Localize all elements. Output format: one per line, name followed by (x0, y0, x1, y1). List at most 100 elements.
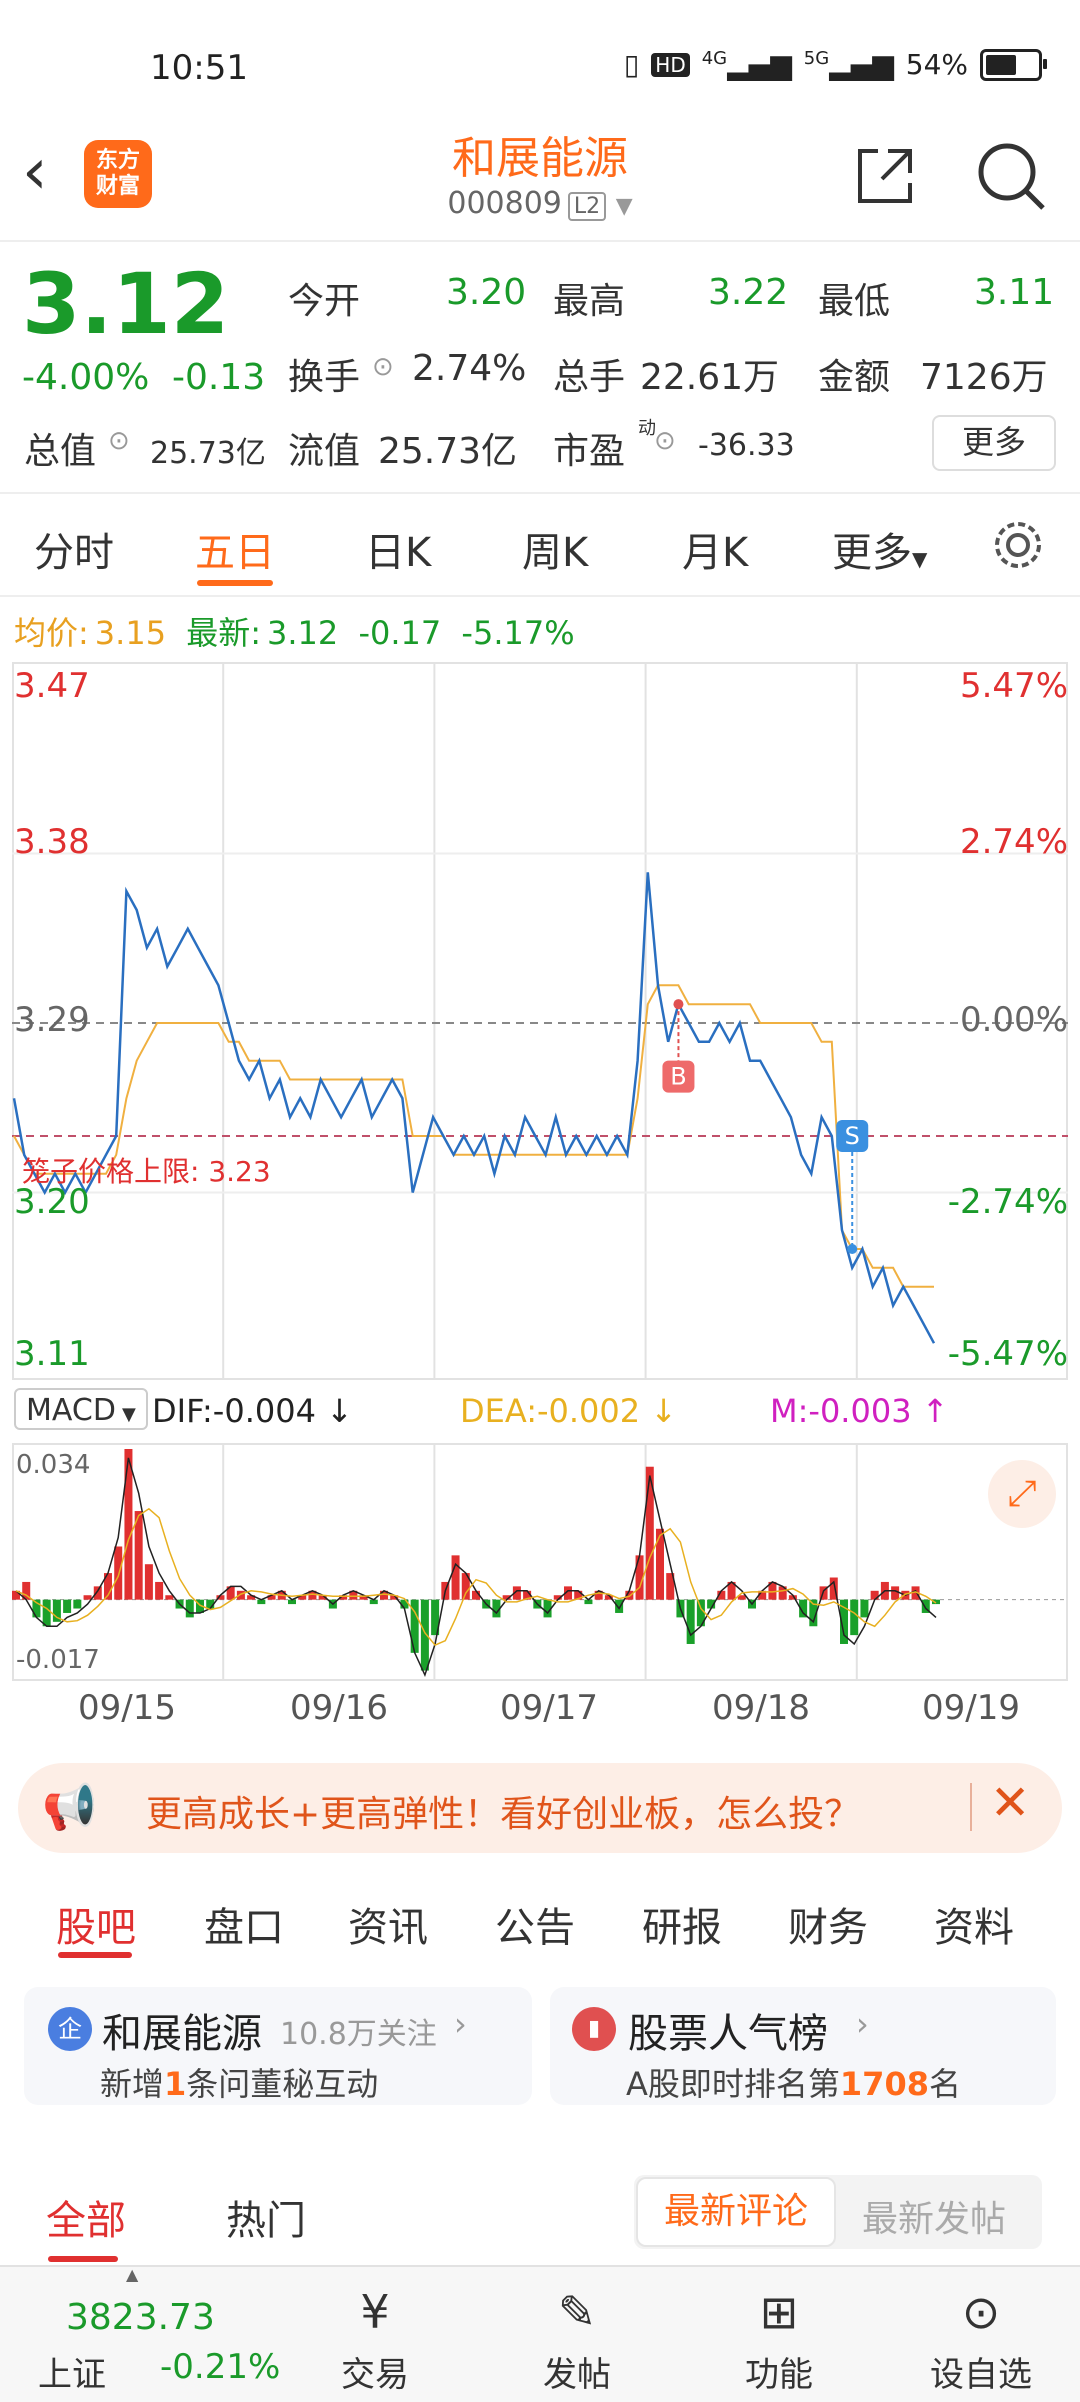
tab-more[interactable]: 更多▼ (832, 530, 928, 576)
macd-bar (615, 1599, 624, 1613)
macd-chart[interactable] (12, 1443, 1068, 1681)
nav-function[interactable]: 功能 (745, 2355, 813, 2395)
m-value: M:-0.003 ↑ (770, 1392, 949, 1430)
dea-value: DEA:-0.002 ↓ (460, 1392, 678, 1430)
status-time: 10:51 (150, 48, 248, 88)
signal-4g-icon: 4G▂▄▆ (701, 48, 792, 81)
tab-news[interactable]: 资讯 (348, 1905, 428, 1951)
y-right-tick: 5.47% (959, 666, 1068, 706)
open-value: 3.20 (446, 272, 527, 313)
y-left-tick: 3.47 (14, 666, 90, 706)
sell-marker (836, 1120, 869, 1152)
tab-profile[interactable]: 资料 (934, 1905, 1014, 1951)
pe-label: 市盈 (553, 431, 626, 472)
macd-bar (226, 1586, 235, 1600)
signal-5g-icon: 5G▂▄▆ (803, 48, 894, 81)
macd-bar (420, 1599, 429, 1671)
promo-banner[interactable]: 📢 更高成长+更高弹性！看好创业板，怎么投？ ✕ (18, 1763, 1062, 1853)
tab-monthly-k[interactable]: 月K (682, 530, 749, 576)
tab-guba[interactable]: 股吧 (56, 1905, 136, 1951)
level2-badge: L2 (567, 192, 607, 221)
macd-bar (431, 1599, 440, 1636)
dif-line (15, 1457, 937, 1678)
expand-icon[interactable]: ⤢ (988, 1460, 1056, 1528)
info-icon[interactable]: ⊙ (654, 426, 676, 456)
macd-bar (543, 1599, 552, 1618)
close-icon[interactable]: ✕ (990, 1775, 1031, 1831)
status-icons: ▯ HD 4G▂▄▆ 5G▂▄▆ 54% (623, 48, 1047, 81)
sort-latest-post[interactable]: 最新发帖 (862, 2199, 1007, 2240)
macd-bar (472, 1590, 480, 1600)
nav-watchlist[interactable]: 设自选 (930, 2355, 1032, 2395)
gear-icon[interactable] (990, 517, 1046, 573)
buy-marker-label: B (670, 1063, 686, 1091)
macd-bar (155, 1581, 164, 1600)
macd-bar (83, 1595, 92, 1600)
macd-bar (185, 1599, 194, 1618)
macd-bar (165, 1595, 174, 1600)
share-icon[interactable] (852, 143, 918, 209)
index-change: -0.21% (160, 2347, 281, 2387)
nav-post[interactable]: 发帖 (543, 2355, 611, 2395)
macd-bar (288, 1599, 296, 1605)
tab-intraday[interactable]: 分时 (34, 530, 114, 576)
tab-notice[interactable]: 公告 (495, 1905, 575, 1951)
x-label: 09/19 (922, 1688, 1020, 1728)
stock-code[interactable]: 000809 L2 ▼ (447, 186, 633, 221)
back-icon[interactable]: ‹ (22, 135, 48, 209)
feed-tab-hot[interactable]: 热门 (226, 2198, 306, 2244)
macd-bar (308, 1590, 317, 1600)
search-icon[interactable] (975, 140, 1047, 212)
macd-bar (247, 1595, 256, 1600)
vibrate-icon: ▯ (623, 48, 640, 81)
index-name: 上证 (38, 2355, 106, 2395)
company-desc: 新增1条问董秘互动 (100, 2065, 379, 2103)
followers-count: 10.8万关注 (280, 2017, 437, 2052)
popularity-card[interactable]: ▮ 股票人气榜 › A股即时排名第1708名 (550, 1987, 1056, 2105)
watchlist-icon[interactable]: ⊙ (961, 2285, 1001, 2339)
macd-bar (451, 1555, 460, 1600)
sort-latest-comment[interactable]: 最新评论 (636, 2177, 836, 2247)
feed-tab-all[interactable]: 全部 (46, 2198, 126, 2244)
indicator-select[interactable]: MACD ▼ (14, 1388, 148, 1430)
macd-bar (594, 1590, 603, 1600)
index-value[interactable]: 3823.73 (66, 2297, 215, 2338)
macd-bar (93, 1586, 102, 1600)
macd-bar (768, 1581, 777, 1600)
caret-up-icon: ▲ (126, 2265, 139, 2284)
macd-bar (737, 1595, 746, 1600)
tab-pankou[interactable]: 盘口 (204, 1905, 284, 1951)
info-icon[interactable]: ⊙ (108, 426, 130, 456)
x-label: 09/17 (500, 1688, 598, 1728)
megaphone-icon: 📢 (42, 1782, 97, 1833)
post-icon[interactable]: ✎ (557, 2285, 597, 2339)
more-button[interactable]: 更多 (932, 415, 1056, 471)
macd-bar (574, 1590, 583, 1600)
info-icon[interactable]: ⊙ (372, 352, 394, 382)
macd-bar (696, 1599, 705, 1627)
tab-weekly-k[interactable]: 周K (522, 530, 589, 576)
chart-frame (12, 662, 1068, 1380)
company-card[interactable]: 企 和展能源 10.8万关注 › 新增1条问董秘互动 (24, 1987, 532, 2105)
chevron-right-icon: › (856, 2005, 869, 2043)
macd-bar (461, 1573, 470, 1600)
price-chart[interactable]: BS (12, 662, 1068, 1380)
chevron-right-icon: › (454, 2005, 467, 2043)
macd-bar (635, 1555, 644, 1600)
tab-finance[interactable]: 财务 (788, 1905, 868, 1951)
tab-daily-k[interactable]: 日K (365, 530, 432, 576)
dea-line (15, 1507, 937, 1647)
function-icon[interactable]: ⊞ (759, 2285, 799, 2339)
nav-trade[interactable]: 交易 (341, 2355, 409, 2395)
macd-bar (891, 1586, 900, 1600)
macd-bar (52, 1599, 61, 1622)
status-bar: 10:51 ▯ HD 4G▂▄▆ 5G▂▄▆ 54% (0, 0, 1080, 130)
macd-bar (921, 1599, 930, 1613)
tab-five-day[interactable]: 五日 (195, 530, 275, 576)
macd-bar (584, 1599, 593, 1605)
tab-research[interactable]: 研报 (642, 1905, 722, 1951)
mktcap-label: 总值 (24, 431, 97, 472)
trade-icon[interactable]: ¥ (360, 2285, 390, 2339)
hd-icon: HD (651, 52, 690, 77)
float-label: 流值 (288, 431, 361, 472)
